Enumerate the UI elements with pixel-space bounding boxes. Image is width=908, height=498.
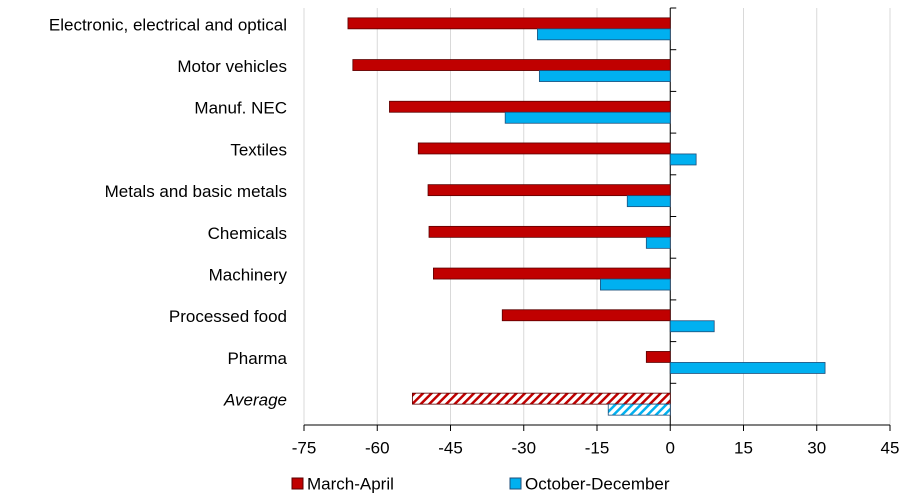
bar (504, 111, 671, 124)
y-tick-label: Electronic, electrical and optical (49, 15, 287, 34)
bar (537, 28, 671, 41)
x-tick-label: 15 (734, 438, 753, 457)
y-tick-label: Metals and basic metals (105, 182, 287, 201)
bar (428, 225, 671, 238)
x-tick-label: 30 (807, 438, 826, 457)
y-tick-label: Textiles (230, 140, 287, 159)
x-tick-label: -30 (511, 438, 536, 457)
x-tick-label: -45 (438, 438, 463, 457)
legend-swatch (291, 477, 304, 490)
bar (417, 142, 671, 155)
bar (669, 320, 715, 333)
x-tick-label: -15 (585, 438, 610, 457)
y-tick-label: Motor vehicles (177, 57, 287, 76)
bar (645, 236, 671, 249)
y-tick-label: Chemicals (208, 224, 287, 243)
bar (389, 100, 671, 113)
x-tick-label: -60 (365, 438, 390, 457)
bar (626, 195, 671, 208)
y-tick-label: Machinery (209, 266, 288, 285)
y-tick-label: Processed food (169, 307, 287, 326)
bar (645, 351, 671, 363)
y-tick-label: Manuf. NEC (194, 99, 287, 118)
bar (427, 184, 671, 197)
bar (412, 392, 671, 405)
bar (607, 403, 671, 416)
bar (433, 267, 671, 280)
bar (501, 309, 671, 322)
bar (538, 70, 671, 82)
bar (600, 278, 671, 291)
y-tick-label: Average (223, 391, 287, 410)
legend-label: March-April (307, 474, 394, 493)
x-tick-label: -75 (292, 438, 317, 457)
bar (347, 17, 671, 30)
legend-swatch (509, 477, 522, 490)
y-tick-label: Pharma (227, 349, 287, 368)
x-tick-label: 45 (881, 438, 900, 457)
bar (669, 362, 826, 374)
bar (669, 153, 697, 166)
legend-label: October-December (525, 474, 670, 493)
x-tick-label: 0 (666, 438, 675, 457)
bar (352, 59, 671, 71)
